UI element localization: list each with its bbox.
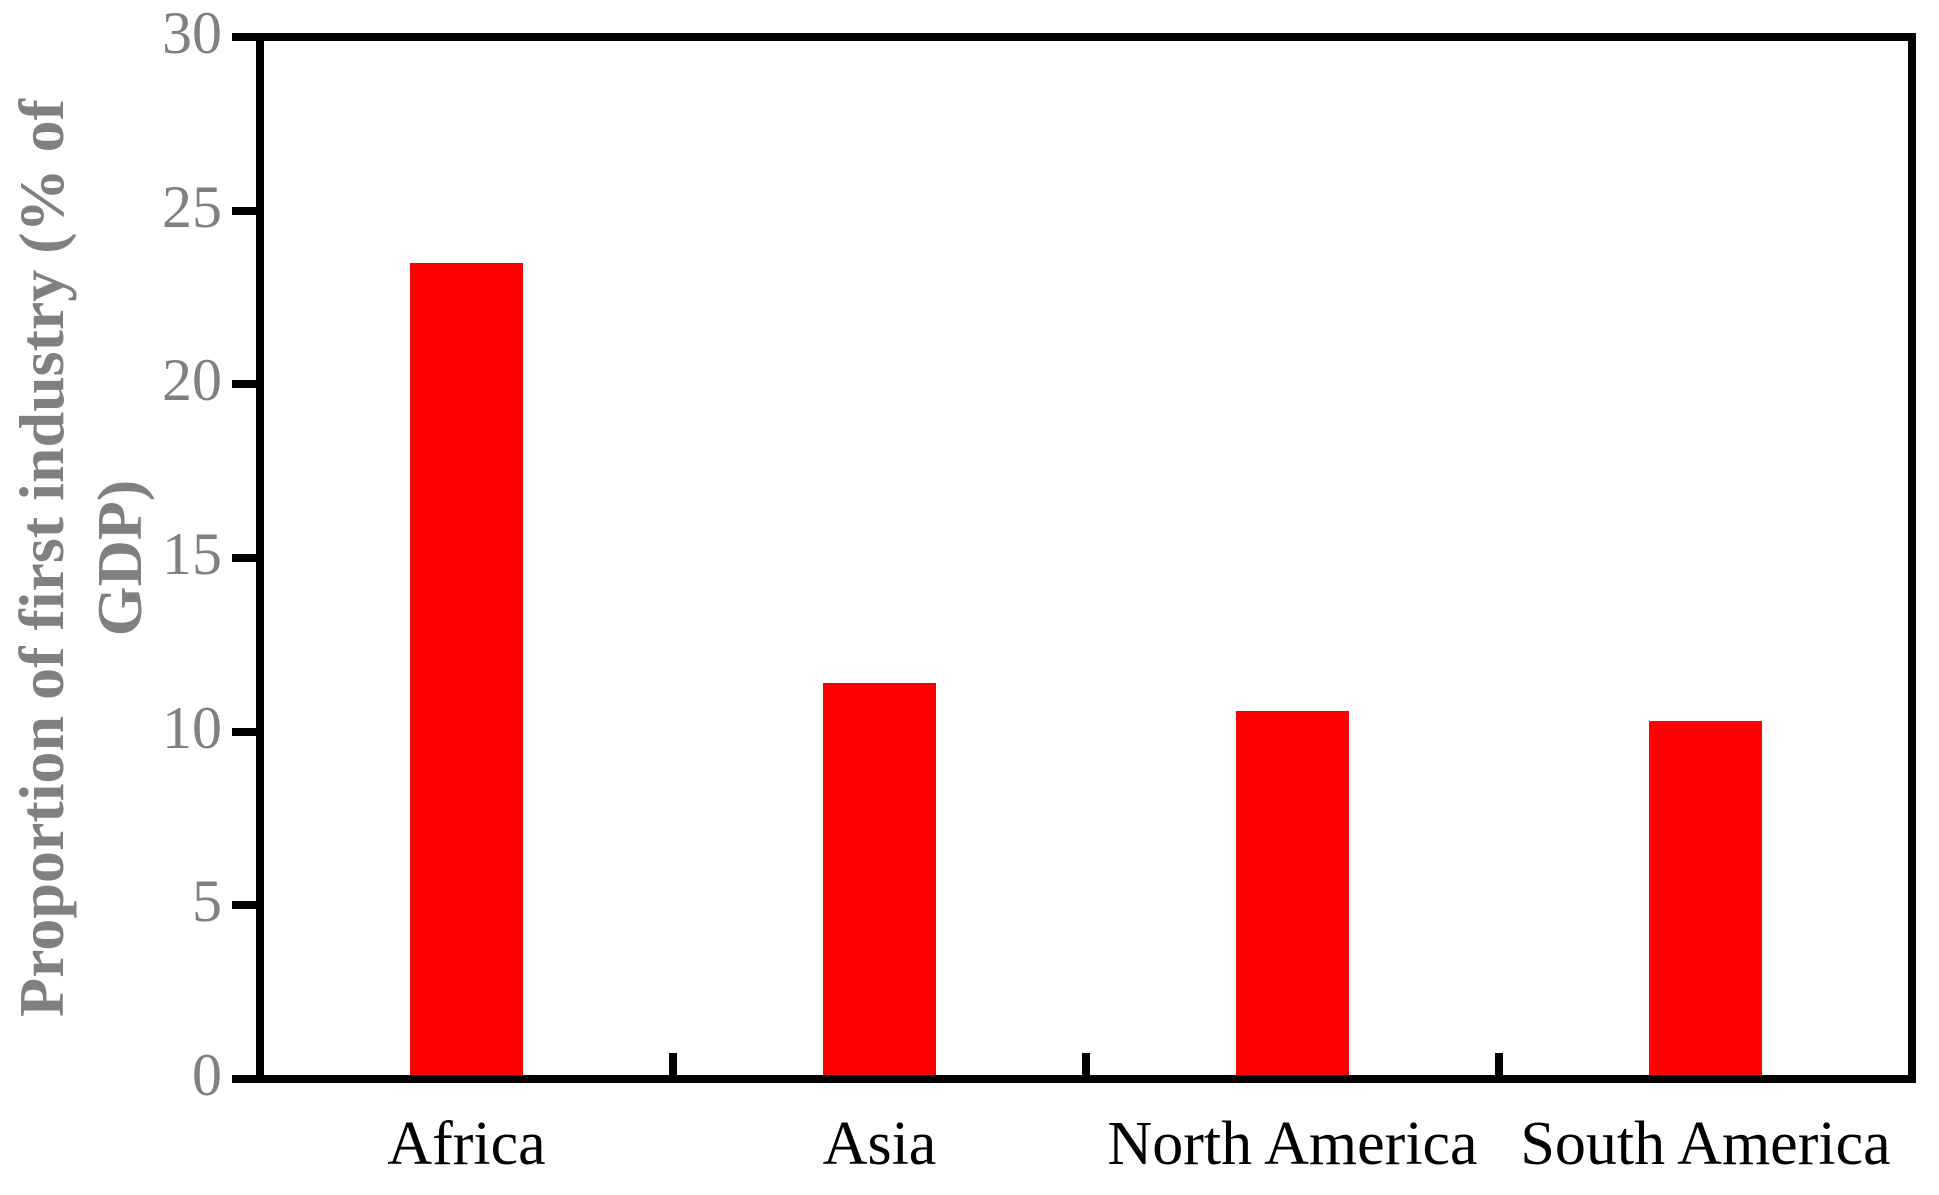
x-tick-boundary-3 <box>1495 1053 1503 1075</box>
x-category-label-asia: Asia <box>822 1110 937 1178</box>
y-tick-label-10: 10 <box>162 694 222 761</box>
bar-africa <box>410 262 523 1075</box>
y-tick-label-0: 0 <box>192 1042 222 1108</box>
x-tick-boundary-1 <box>669 1053 677 1075</box>
x-category-label-africa: Africa <box>387 1110 546 1178</box>
x-category-label-south-america: South America <box>1520 1110 1891 1178</box>
bar-north-america <box>1236 710 1349 1075</box>
y-tick-5 <box>232 901 256 910</box>
x-category-label-north-america: North America <box>1107 1110 1478 1178</box>
y-tick-20 <box>232 380 256 389</box>
y-tick-0 <box>232 1075 256 1083</box>
y-tick-10 <box>232 727 256 736</box>
bar-asia <box>823 683 936 1075</box>
y-tick-label-30: 30 <box>162 0 222 66</box>
y-tick-label-20: 20 <box>162 347 222 414</box>
y-tick-25 <box>232 206 256 215</box>
x-tick-boundary-2 <box>1082 1053 1090 1075</box>
plot-frame <box>256 33 1916 1083</box>
y-tick-30 <box>232 33 256 41</box>
y-tick-15 <box>232 554 256 562</box>
y-tick-label-25: 25 <box>162 173 222 240</box>
y-tick-label-15: 15 <box>162 521 222 587</box>
y-tick-label-5: 5 <box>192 868 222 935</box>
bar-south-america <box>1649 721 1762 1075</box>
